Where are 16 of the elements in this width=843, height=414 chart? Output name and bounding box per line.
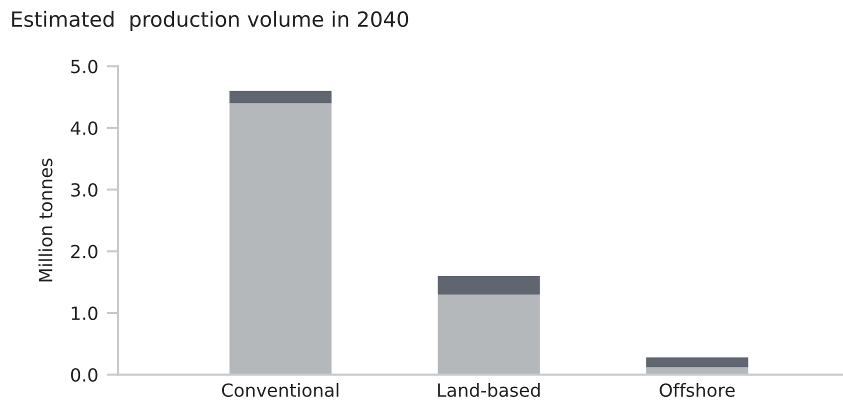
bar [438,276,540,294]
y-tick-label: 0.0 [71,368,98,382]
bar [229,103,332,375]
bar [229,90,332,104]
y-tick-label: 2.0 [71,244,98,258]
x-tick-label: Land-based [438,383,540,397]
y-tick-label: 5.0 [71,60,98,74]
y-tick-label: 4.0 [70,121,98,136]
y-tick-label: 3.0 [71,183,98,197]
bar [438,294,540,375]
y-axis-title: Million tonnes [38,158,52,282]
y-tick-label: 1.0 [72,306,98,320]
bar [646,357,748,368]
x-tick-label: Conventional [222,383,338,397]
chart-title: Estimated production volume in 2040 [12,10,408,32]
x-tick-label: Offshore [660,383,735,397]
